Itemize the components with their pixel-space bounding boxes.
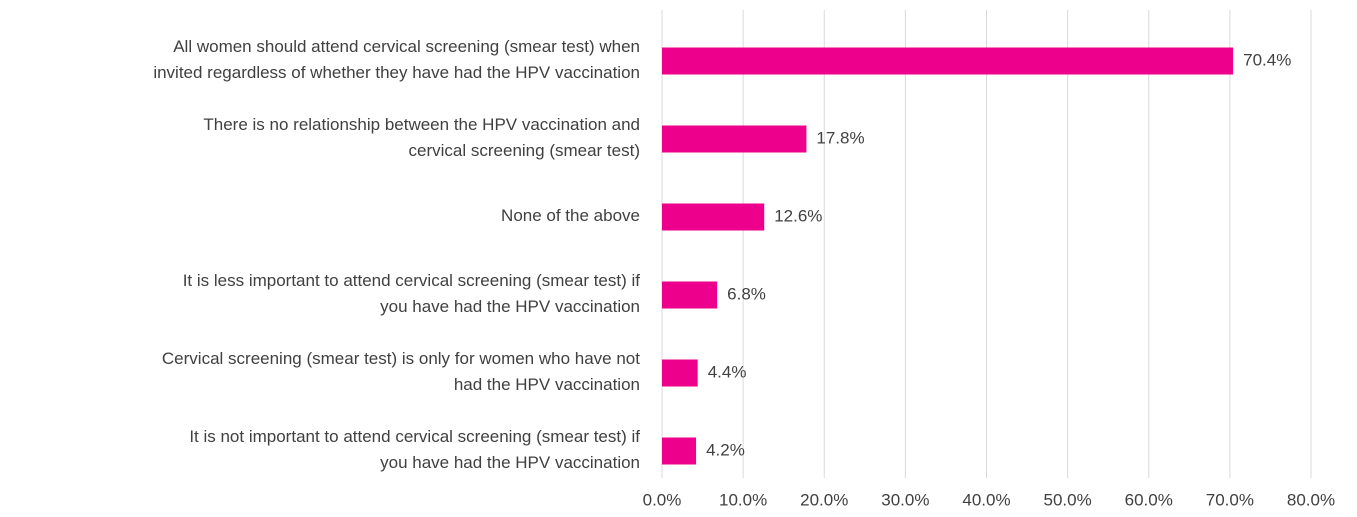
value-label: 4.2%: [706, 440, 745, 459]
x-tick-label: 70.0%: [1206, 490, 1254, 509]
bar: [662, 281, 718, 309]
x-tick-label: 20.0%: [800, 490, 848, 509]
x-tick-label: 60.0%: [1125, 490, 1173, 509]
bar: [662, 359, 698, 387]
value-label: 12.6%: [774, 206, 822, 225]
category-label: None of the above: [501, 206, 640, 225]
value-label: 6.8%: [727, 284, 766, 303]
value-label: 4.4%: [708, 362, 747, 381]
bar: [662, 125, 807, 153]
x-tick-label: 10.0%: [719, 490, 767, 509]
bar: [662, 203, 765, 231]
value-label: 70.4%: [1243, 50, 1291, 69]
x-tick-label: 0.0%: [643, 490, 682, 509]
category-label: There is no relationship between the HPV…: [203, 115, 640, 160]
category-label: It is not important to attend cervical s…: [189, 427, 640, 472]
category-label: All women should attend cervical screeni…: [153, 37, 640, 82]
x-tick-label: 30.0%: [881, 490, 929, 509]
x-tick-label: 50.0%: [1044, 490, 1092, 509]
category-label: It is less important to attend cervical …: [183, 271, 641, 316]
bar: [662, 437, 697, 465]
x-tick-label: 40.0%: [962, 490, 1010, 509]
x-tick-label: 80.0%: [1287, 490, 1335, 509]
bar: [662, 47, 1234, 75]
category-label: Cervical screening (smear test) is only …: [162, 349, 640, 394]
value-label: 17.8%: [816, 128, 864, 147]
